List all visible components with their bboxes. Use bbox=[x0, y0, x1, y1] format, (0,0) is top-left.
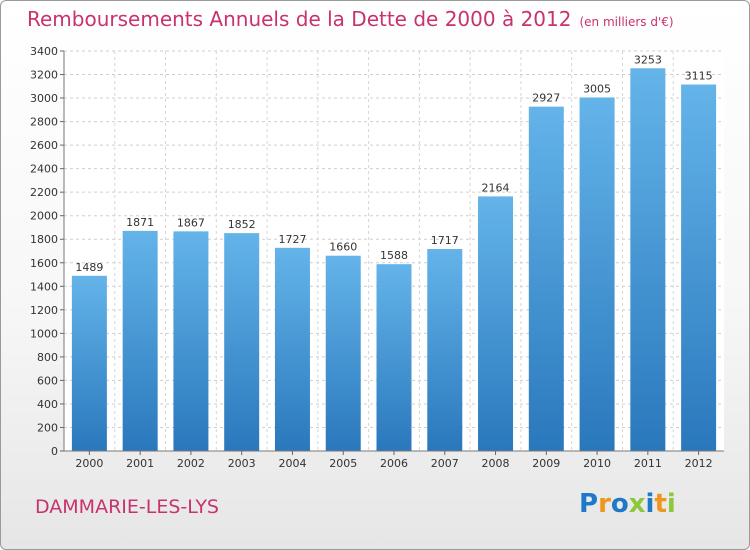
bar-value-label: 2927 bbox=[532, 92, 560, 105]
bar bbox=[630, 68, 666, 451]
x-tick-label: 2012 bbox=[685, 457, 713, 470]
bar-value-label: 3115 bbox=[685, 70, 713, 83]
y-tick-label: 200 bbox=[37, 421, 58, 434]
bar-value-label: 1489 bbox=[75, 261, 103, 274]
x-tick-label: 2010 bbox=[583, 457, 611, 470]
y-tick-label: 1600 bbox=[30, 257, 58, 270]
y-tick-label: 0 bbox=[51, 445, 58, 458]
bar bbox=[376, 264, 412, 451]
bar-value-label: 1867 bbox=[177, 216, 205, 229]
y-tick-label: 3400 bbox=[30, 45, 58, 58]
bar-value-label: 1588 bbox=[380, 249, 408, 262]
bar-value-label: 2164 bbox=[482, 181, 510, 194]
x-tick-label: 2008 bbox=[482, 457, 510, 470]
bar-value-label: 1727 bbox=[278, 233, 306, 246]
bar-value-label: 1660 bbox=[329, 241, 357, 254]
y-tick-label: 1800 bbox=[30, 233, 58, 246]
bar-value-label: 1871 bbox=[126, 216, 154, 229]
logo-letter: r bbox=[598, 489, 611, 519]
y-tick-label: 800 bbox=[37, 351, 58, 364]
logo-letter: i bbox=[666, 489, 676, 519]
bar bbox=[274, 247, 310, 451]
proxiti-logo: Proxiti bbox=[579, 489, 676, 519]
y-tick-label: 3200 bbox=[30, 69, 58, 82]
bar bbox=[528, 106, 564, 451]
city-name: DAMMARIE-LES-LYS bbox=[35, 496, 219, 518]
x-tick-label: 2002 bbox=[177, 457, 205, 470]
y-tick-label: 2000 bbox=[30, 210, 58, 223]
bar-value-label: 3005 bbox=[583, 82, 611, 95]
x-tick-label: 2001 bbox=[126, 457, 154, 470]
logo-letter: t bbox=[654, 489, 667, 519]
bar-value-label: 1852 bbox=[228, 218, 256, 231]
y-tick-label: 1000 bbox=[30, 327, 58, 340]
x-tick-label: 2007 bbox=[431, 457, 459, 470]
bar-value-label: 1717 bbox=[431, 234, 459, 247]
x-tick-label: 2011 bbox=[634, 457, 662, 470]
bar bbox=[681, 84, 717, 451]
x-tick-label: 2009 bbox=[532, 457, 560, 470]
y-tick-label: 2800 bbox=[30, 116, 58, 129]
bar bbox=[224, 233, 260, 451]
bar bbox=[579, 97, 615, 452]
x-tick-label: 2000 bbox=[75, 457, 103, 470]
logo-letter: o bbox=[610, 489, 629, 519]
y-tick-label: 1200 bbox=[30, 304, 58, 317]
bar bbox=[325, 255, 361, 451]
bar bbox=[478, 196, 514, 451]
x-tick-label: 2006 bbox=[380, 457, 408, 470]
logo-letter: P bbox=[579, 489, 599, 519]
y-tick-label: 3000 bbox=[30, 92, 58, 105]
x-tick-label: 2005 bbox=[329, 457, 357, 470]
title-main: Remboursements Annuels de la Dette de 20… bbox=[27, 7, 572, 31]
bar-value-label: 3253 bbox=[634, 53, 662, 66]
y-tick-label: 400 bbox=[37, 398, 58, 411]
bar bbox=[71, 275, 107, 451]
y-tick-label: 2200 bbox=[30, 186, 58, 199]
logo-letter: x bbox=[628, 489, 646, 519]
chart-title: Remboursements Annuels de la Dette de 20… bbox=[27, 7, 674, 31]
y-tick-label: 2400 bbox=[30, 163, 58, 176]
bar bbox=[122, 230, 158, 451]
logo-letter: i bbox=[645, 489, 655, 519]
x-tick-label: 2004 bbox=[278, 457, 306, 470]
y-tick-label: 2600 bbox=[30, 139, 58, 152]
y-tick-label: 1400 bbox=[30, 280, 58, 293]
title-unit: (en milliers d'€) bbox=[579, 15, 674, 29]
bar bbox=[173, 231, 209, 451]
y-tick-label: 600 bbox=[37, 374, 58, 387]
bar bbox=[427, 249, 463, 451]
x-tick-label: 2003 bbox=[228, 457, 256, 470]
